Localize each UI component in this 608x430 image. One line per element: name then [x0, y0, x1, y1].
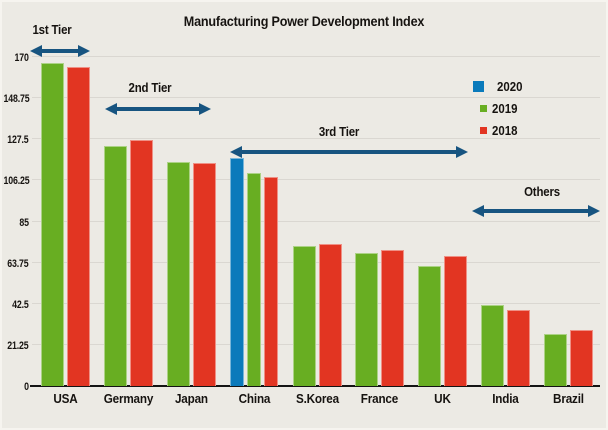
bar-group-japan — [160, 57, 223, 386]
gridline — [32, 179, 600, 181]
arrow-shaft — [42, 49, 78, 53]
arrow-left-head-icon — [105, 103, 117, 115]
arrow-right-head-icon — [78, 45, 90, 57]
y-axis: 0 21.25 42.5 63.75 85 106.25 127.5 148.75 170 — [2, 52, 31, 393]
legend: 2020 2019 2018 — [473, 78, 526, 144]
y-tick-label: 63.75 — [7, 257, 29, 270]
gridline — [32, 343, 600, 345]
y-tick-label: 106.25 — [3, 175, 29, 188]
bar-2019-uk — [418, 266, 442, 386]
bar-2019-brazil — [544, 333, 568, 386]
annotation-others: Others — [524, 184, 560, 199]
annotation-1st-tier: 1st Tier — [32, 22, 72, 37]
arrow-left-head-icon — [230, 146, 242, 158]
gridline — [32, 138, 600, 140]
legend-label: 2020 — [497, 78, 523, 94]
x-label-france: France — [361, 391, 399, 406]
legend-swatch-2019 — [480, 104, 487, 112]
arrow-right-head-icon — [588, 205, 600, 217]
bar-2018-china — [264, 177, 279, 386]
arrow-shaft — [484, 209, 588, 213]
bar-2019-china — [247, 173, 262, 386]
y-tick-label: 21.25 — [7, 339, 29, 352]
arrow-right-head-icon — [199, 103, 211, 115]
gridline — [32, 97, 600, 99]
double-arrow-icon — [30, 45, 90, 57]
x-axis-labels: USA Germany Japan China S.Korea France UK India… — [34, 391, 600, 406]
legend-item-2018: 2018 — [473, 122, 526, 138]
legend-swatch-2020 — [473, 80, 484, 92]
x-label-china: China — [238, 391, 270, 406]
x-label-usa: USA — [53, 391, 78, 406]
arrow-left-head-icon — [30, 45, 42, 57]
bar-2018-japan — [192, 163, 216, 386]
annotation-2nd-tier: 2nd Tier — [128, 80, 172, 95]
bar-2018-india — [507, 309, 531, 386]
legend-swatch-2018 — [480, 126, 487, 134]
bar-2019-germany — [103, 146, 127, 386]
x-label-brazil: Brazil — [553, 391, 584, 406]
legend-item-2019: 2019 — [473, 100, 526, 116]
legend-label: 2019 — [492, 100, 518, 116]
bar-group-india — [474, 57, 537, 386]
bar-groups — [34, 57, 600, 386]
bar-group-germany — [97, 57, 160, 386]
arrow-shaft — [242, 150, 456, 154]
x-label-skorea: S.Korea — [295, 391, 339, 406]
x-label-germany: Germany — [103, 391, 154, 406]
double-arrow-icon — [105, 103, 211, 115]
bar-group-skorea — [286, 57, 349, 386]
bar-2018-germany — [129, 140, 153, 386]
x-axis-line — [30, 385, 600, 387]
bar-group-uk — [411, 57, 474, 386]
bar-group-france — [348, 57, 411, 386]
x-label-uk: UK — [434, 391, 452, 406]
double-arrow-icon — [230, 146, 468, 158]
bar-2018-brazil — [570, 329, 594, 386]
bar-2020-china — [230, 157, 245, 386]
bar-2019-india — [481, 304, 505, 386]
bar-group-brazil — [537, 57, 600, 386]
bar-2018-skorea — [318, 243, 342, 386]
bar-2018-uk — [444, 256, 468, 386]
bar-2019-france — [355, 253, 379, 386]
y-tick-label: 170 — [14, 52, 29, 64]
double-arrow-icon — [472, 205, 600, 217]
y-tick-label: 85 — [19, 216, 30, 229]
bar-2019-japan — [166, 161, 190, 386]
y-tick-label: 127.5 — [7, 134, 29, 147]
gridline — [32, 302, 600, 304]
y-tick-label: 42.5 — [12, 298, 30, 311]
arrow-left-head-icon — [472, 205, 484, 217]
gridline — [32, 56, 600, 57]
bar-2018-france — [381, 249, 405, 386]
legend-item-2020: 2020 — [473, 78, 526, 94]
legend-label: 2018 — [492, 122, 518, 138]
gridline — [32, 220, 600, 222]
arrow-shaft — [117, 107, 199, 111]
annotation-3rd-tier: 3rd Tier — [318, 124, 360, 139]
plot-area — [30, 56, 600, 387]
arrow-right-head-icon — [456, 146, 468, 158]
chart-title: Manufacturing Power Development Index — [183, 13, 425, 29]
bar-2018-usa — [66, 66, 90, 386]
x-label-india: India — [492, 391, 519, 406]
bar-2019-skorea — [292, 245, 316, 386]
gridline — [32, 261, 600, 263]
bar-group-china — [223, 57, 286, 386]
y-tick-label: 148.75 — [3, 93, 29, 106]
bar-group-usa — [34, 57, 97, 386]
y-tick-label: 0 — [24, 381, 29, 393]
x-label-japan: Japan — [174, 391, 208, 406]
bar-2019-usa — [40, 62, 64, 386]
